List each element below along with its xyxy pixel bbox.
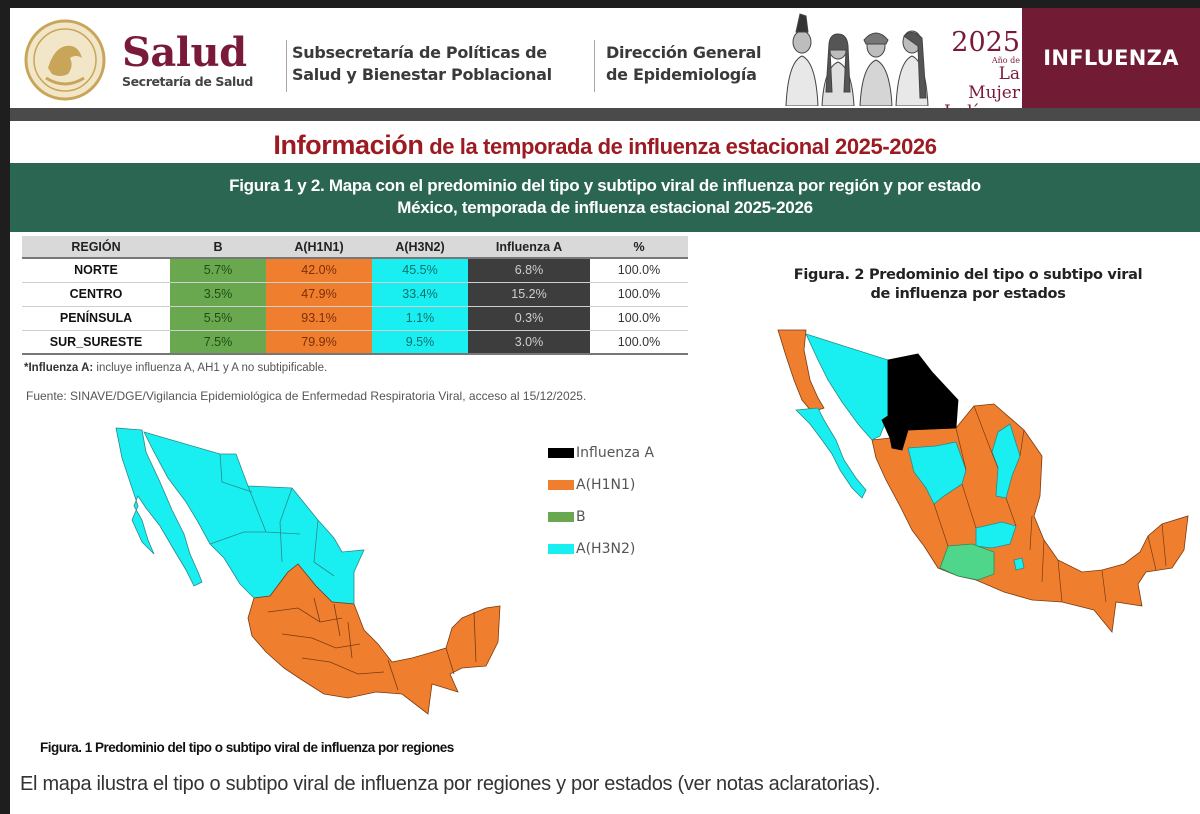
banner-line-1: Figura 1 y 2. Mapa con el predominio del… (229, 176, 981, 195)
table-row: PENÍNSULA 5.5% 93.1% 1.1% 0.3% 100.0% (22, 306, 688, 331)
footnote-label: *Influenza A: (24, 362, 94, 374)
legend-item-b: B (548, 505, 654, 529)
cell-region: SUR_SURESTE (22, 330, 170, 355)
page-title-rest: de la temporada de influenza estacional … (423, 134, 937, 159)
header-divider-bar (10, 108, 1200, 121)
logo-word: Salud (122, 29, 247, 76)
cell-b: 3.5% (170, 282, 266, 307)
legend-swatch-icon (548, 512, 574, 522)
subsecretaria-line-1: Subsecretaría de Políticas de (292, 43, 547, 62)
cell-h1n1: 93.1% (266, 306, 372, 331)
table-header-row: REGIÓN B A(H1N1) A(H3N2) Influenza A % (22, 236, 688, 259)
legend-swatch-icon (548, 544, 574, 554)
subsecretaria-line-2: Salud y Bienestar Poblacional (292, 65, 552, 84)
source-note: Fuente: SINAVE/DGE/Vigilancia Epidemioló… (26, 389, 587, 403)
cell-region: CENTRO (22, 282, 170, 307)
divider (286, 40, 287, 92)
cell-b: 5.5% (170, 306, 266, 331)
map-caption: El mapa ilustra el tipo o subtipo viral … (20, 773, 881, 795)
cell-h3n2: 9.5% (372, 330, 468, 355)
cell-h3n2: 45.5% (372, 258, 468, 283)
cell-total: 100.0% (590, 306, 688, 331)
direccion-line-1: Dirección General (606, 43, 762, 62)
subsecretaria-label: Subsecretaría de Políticas de Salud y Bi… (292, 42, 552, 86)
cell-influenza-a: 0.3% (468, 306, 590, 331)
cell-region: NORTE (22, 258, 170, 283)
year-line-1: La Mujer (968, 64, 1020, 103)
section-label: INFLUENZA (1043, 46, 1179, 70)
direccion-line-2: de Epidemiología (606, 65, 757, 84)
page-title: Información de la temporada de influenza… (10, 130, 1200, 161)
legend-item-h1n1: A(H1N1) (548, 473, 654, 497)
direccion-label: Dirección General de Epidemiología (606, 42, 762, 86)
legend-label: B (576, 509, 586, 525)
legend-item-h3n2: A(H3N2) (548, 537, 654, 561)
cell-total: 100.0% (590, 258, 688, 283)
legend-label: A(H1N1) (576, 477, 636, 493)
legend-swatch-icon (548, 448, 574, 458)
cell-region: PENÍNSULA (22, 306, 170, 331)
cell-influenza-a: 3.0% (468, 330, 590, 355)
cell-h3n2: 1.1% (372, 306, 468, 331)
legend-swatch-icon (548, 480, 574, 490)
table-footnote: *Influenza A: incluye influenza A, AH1 y… (24, 362, 327, 374)
footnote-text: incluye influenza A, AH1 y A no subtipif… (93, 362, 328, 374)
region-table: REGIÓN B A(H1N1) A(H3N2) Influenza A % N… (22, 236, 688, 355)
figure-2-title-line-1: Figura. 2 Predominio del tipo o subtipo … (793, 267, 1143, 283)
cell-total: 100.0% (590, 282, 688, 307)
cell-h1n1: 79.9% (266, 330, 372, 355)
header: Salud Secretaría de Salud Subsecretaría … (10, 8, 1200, 122)
map-legend: Influenza A A(H1N1) B A(H3N2) (548, 441, 654, 569)
national-seal-icon (24, 19, 106, 101)
table-row: NORTE 5.7% 42.0% 45.5% 6.8% 100.0% (22, 258, 688, 283)
cell-influenza-a: 15.2% (468, 282, 590, 307)
logo-subtitle: Secretaría de Salud (122, 74, 253, 89)
cell-h3n2: 33.4% (372, 282, 468, 307)
cell-total: 100.0% (590, 330, 688, 355)
legend-label: Influenza A (576, 445, 655, 461)
col-header-b: B (170, 236, 266, 259)
legend-label: A(H3N2) (576, 541, 636, 557)
cell-b: 5.7% (170, 258, 266, 283)
map-by-region (115, 427, 501, 715)
page-title-lead: Información (273, 130, 424, 160)
cell-influenza-a: 6.8% (468, 258, 590, 283)
section-label-box: INFLUENZA (1022, 8, 1200, 108)
divider (594, 40, 595, 92)
bulletin-page: Salud Secretaría de Salud Subsecretaría … (10, 8, 1200, 814)
banner-line-2: México, temporada de influenza estaciona… (397, 198, 813, 217)
col-header-percent: % (590, 236, 688, 259)
col-header-h1n1: A(H1N1) (266, 236, 372, 259)
legend-item-influenza-a: Influenza A (548, 441, 654, 465)
map-by-state (777, 329, 1189, 633)
year-number: 2025 (951, 27, 1020, 58)
figure-2-title-line-2: de influenza por estados (870, 286, 1066, 302)
table-row: CENTRO 3.5% 47.9% 33.4% 15.2% 100.0% (22, 282, 688, 307)
col-header-influenza-a: Influenza A (468, 236, 590, 259)
salud-logo: Salud Secretaría de Salud (122, 29, 253, 90)
indigenous-women-illustration-icon (785, 13, 929, 106)
col-header-h3n2: A(H3N2) (372, 236, 468, 259)
cell-h1n1: 42.0% (266, 258, 372, 283)
cell-h1n1: 47.9% (266, 282, 372, 307)
year-small-text: Año de (991, 56, 1020, 65)
table-row: SUR_SURESTE 7.5% 79.9% 9.5% 3.0% 100.0% (22, 330, 688, 355)
figure-banner: Figura 1 y 2. Mapa con el predominio del… (10, 163, 1200, 232)
col-header-region: REGIÓN (22, 236, 170, 259)
cell-b: 7.5% (170, 330, 266, 355)
figure-1-title: Figura. 1 Predominio del tipo o subtipo … (40, 740, 454, 755)
figure-2-title: Figura. 2 Predominio del tipo o subtipo … (758, 266, 1178, 304)
